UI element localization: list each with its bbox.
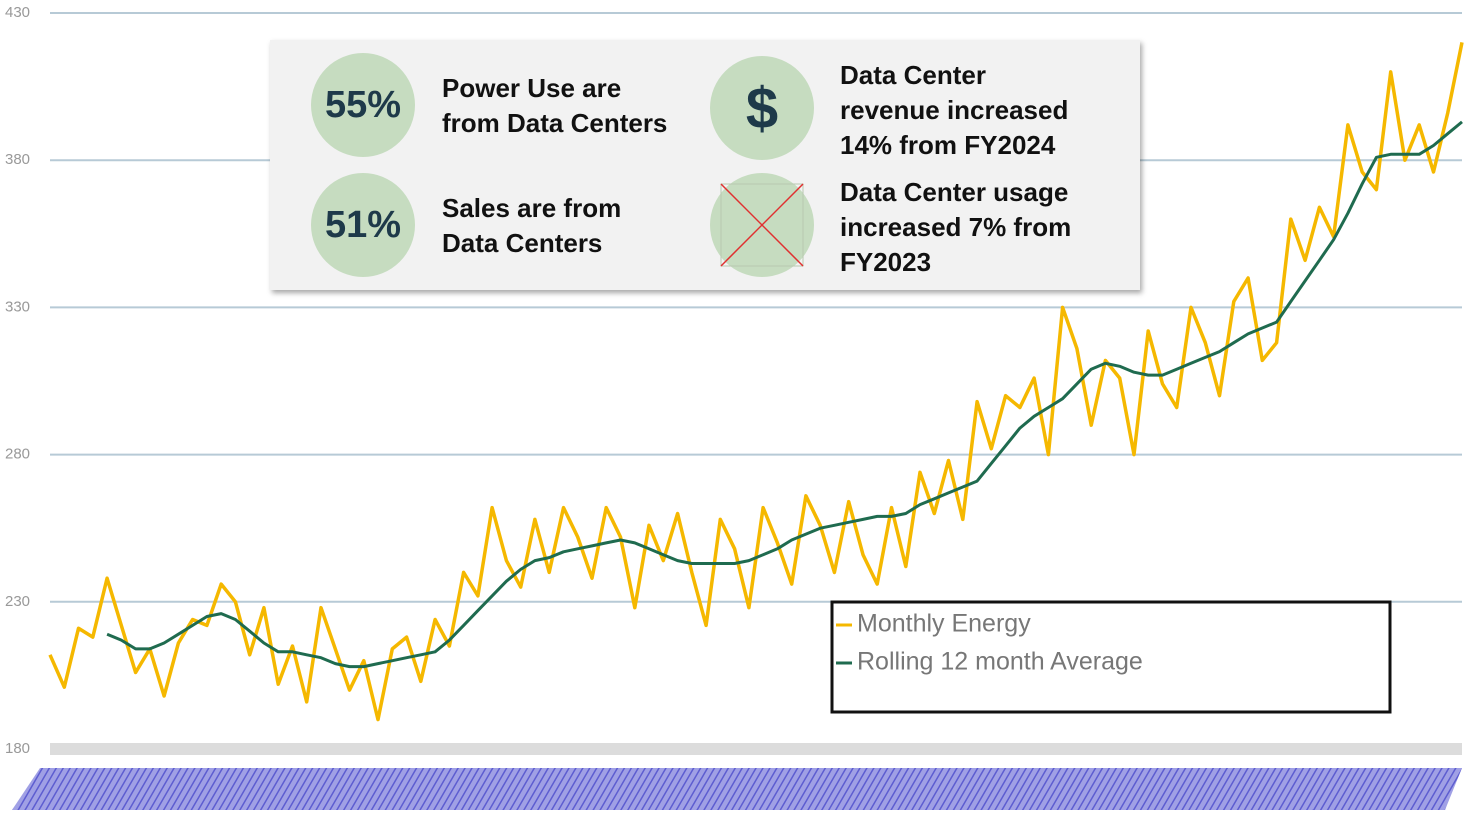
stat-text: Data Center revenue increased 14% from F… [840,58,1068,163]
y-tick-label: 430 [5,4,30,21]
stat-line: revenue increased [840,95,1069,125]
stat-figure: 55% [311,53,415,157]
stat-line: FY2023 [840,247,932,277]
series-line [106,120,1463,669]
y-tick-label: 280 [5,446,30,463]
broken-image [720,183,804,267]
stat-figure: $ [710,56,814,160]
y-tick-label: 180 [5,740,30,757]
y-tick-label: 330 [5,298,30,315]
stat-line: Data Center usage [840,177,1069,207]
stat-line: Power Use are [442,73,622,103]
stat-line: Data Centers [442,228,603,258]
stat-line: Sales are from [442,193,622,223]
lines [48,42,1464,722]
y-tick-label: 380 [5,151,30,168]
broken-icon [710,173,814,277]
stat-text: Power Use are from Data Centers [442,71,667,141]
stat-line: increased 7% from [840,212,1072,242]
y-tick-label: 230 [5,593,30,610]
x-axis-labels-illegible [12,768,1462,810]
stat-line: from Data Centers [442,108,668,138]
stat-text: Sales are from Data Centers [442,191,621,261]
legend-label: Rolling 12 month Average [857,648,1143,676]
stat-figure: 51% [311,173,415,277]
stat-line: Data Center [840,60,986,90]
x-axis-band [50,743,1462,755]
stat-line: 14% from FY2024 [840,130,1056,160]
stat-text: Data Center usage increased 7% from FY20… [840,175,1071,280]
legend: Monthly Energy Rolling 12 month Average [830,600,1392,714]
legend-box [830,600,1392,714]
info-panel: 55% Power Use are from Data Centers 51% … [270,40,1140,290]
legend-label: Monthly Energy [857,610,1031,638]
